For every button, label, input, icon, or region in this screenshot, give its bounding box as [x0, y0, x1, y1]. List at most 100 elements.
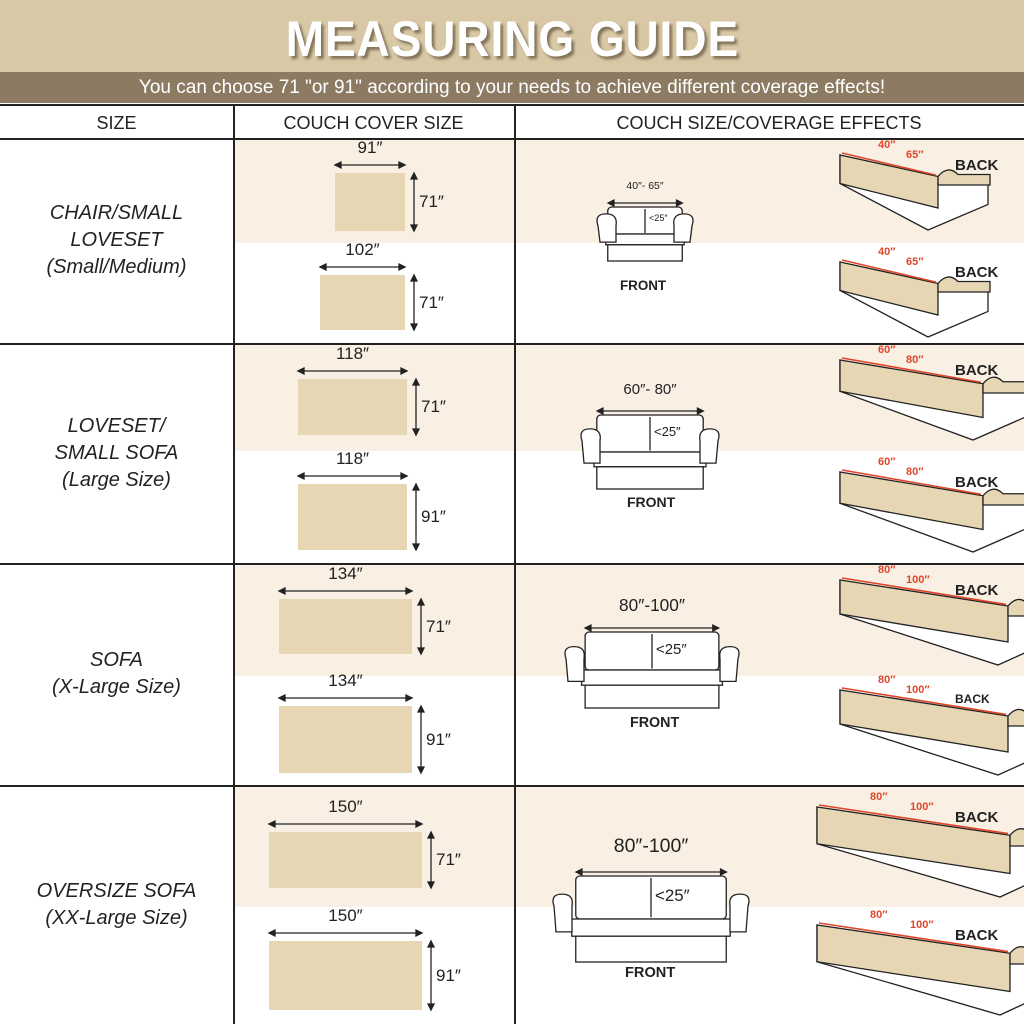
cover-width-label: 134″: [328, 671, 363, 690]
size-label-line: CHAIR/SMALL: [49, 202, 184, 224]
cover-width-label: 118″: [335, 449, 370, 468]
dimension-arrows: [277, 693, 426, 775]
couch-height-label: <25″: [655, 886, 690, 906]
back-range-label: 100″: [910, 801, 934, 813]
back-range-label: 100″: [906, 684, 930, 696]
cover-swatch: [320, 275, 405, 330]
couch-back-icon: [839, 152, 991, 231]
size-label-line: LOVESET/: [67, 414, 166, 437]
back-range-label: 80″: [878, 674, 896, 686]
back-range-label: 40″: [878, 139, 896, 151]
front-label: FRONT: [620, 278, 667, 293]
cover-height-label: 91″: [426, 729, 451, 749]
couch-height-label: <25″: [649, 213, 668, 224]
couch-width-label: 60″- 80″: [623, 381, 677, 398]
couch-width-arrow: [595, 407, 705, 415]
couch-back-icon: [839, 357, 1024, 441]
column-divider: [233, 104, 235, 1024]
back-label: BACK: [955, 927, 999, 944]
back-range-label: 40″: [878, 246, 896, 258]
row-divider: [0, 785, 1024, 787]
cover-swatch: [279, 706, 412, 773]
back-label: BACK: [955, 809, 999, 826]
size-label: CHAIR/SMALL LOVESET (Small/Medium): [0, 200, 233, 281]
couch-front-icon: [580, 414, 720, 490]
row-divider: [0, 343, 1024, 345]
size-label: LOVESET/SMALL SOFA (Large Size): [0, 413, 233, 494]
row-divider: [0, 563, 1024, 565]
dimension-arrows: [277, 586, 426, 656]
dimension-arrows: [267, 928, 436, 1012]
back-label: BACK: [955, 264, 999, 281]
page-title: MEASURING GUIDE: [285, 11, 739, 67]
cover-width-label: 134″: [328, 564, 363, 583]
row-divider: [0, 104, 1024, 106]
cover-swatch: [298, 484, 407, 550]
front-label: FRONT: [625, 965, 676, 981]
couch-back-icon: [839, 259, 991, 338]
back-range-label: 80″: [906, 354, 924, 366]
size-label-line: OVERSIZE SOFA: [36, 879, 197, 902]
size-label-line: (Small/Medium): [46, 256, 187, 278]
cover-swatch: [269, 832, 422, 888]
size-label-line: (XX-Large Size): [45, 906, 188, 929]
couch-height-label: <25″: [656, 641, 687, 659]
back-range-label: 60″: [878, 456, 896, 468]
back-label: BACK: [955, 474, 999, 491]
cover-width-label: 118″: [335, 344, 370, 363]
cover-width-label: 91″: [357, 138, 383, 157]
couch-width-arrow: [583, 624, 721, 632]
size-label-line: SOFA: [90, 649, 143, 671]
back-range-label: 100″: [910, 919, 934, 931]
back-range-label: 80″: [870, 791, 888, 803]
couch-front-icon: [564, 631, 740, 709]
couch-width-label: 80″-100″: [619, 594, 685, 615]
couch-width-label: 80″-100″: [613, 835, 689, 858]
header-banner: MEASURING GUIDE: [0, 0, 1024, 72]
back-range-label: 60″: [878, 344, 896, 356]
couch-width-arrow: [574, 868, 728, 876]
back-label: BACK: [955, 157, 999, 174]
cover-height-label: 71″: [419, 192, 444, 211]
size-label-line: SMALL SOFA: [54, 441, 179, 464]
cover-height-label: 71″: [426, 616, 451, 636]
front-label: FRONT: [627, 494, 676, 510]
couch-back-icon: [816, 804, 1024, 898]
dimension-arrows: [296, 366, 421, 437]
couch-back-icon: [839, 687, 1024, 776]
column-divider: [514, 104, 516, 1024]
back-range-label: 80″: [878, 564, 896, 576]
couch-height-label: <25″: [654, 423, 681, 439]
cover-height-label: 91″: [421, 507, 446, 526]
couch-back-icon: [839, 577, 1024, 666]
dimension-arrows: [267, 819, 436, 890]
cover-swatch: [279, 599, 412, 654]
cover-height-label: 91″: [436, 965, 461, 985]
cover-width-label: 150″: [328, 797, 363, 816]
size-label-line: (Large Size): [62, 468, 171, 491]
back-range-label: 65″: [906, 149, 924, 161]
column-header: SIZE: [96, 113, 137, 133]
row-divider: [0, 138, 1024, 140]
size-label-line: LOVESET: [70, 229, 163, 251]
dimension-arrows: [296, 471, 421, 552]
back-range-label: 100″: [906, 574, 930, 586]
cover-swatch: [298, 379, 407, 435]
back-label: BACK: [955, 582, 999, 599]
cover-height-label: 71″: [421, 397, 446, 416]
couch-back-icon: [816, 922, 1024, 1016]
back-label: BACK: [955, 692, 990, 706]
back-range-label: 80″: [906, 466, 924, 478]
cover-width-label: 102″: [345, 240, 380, 259]
couch-back-icon: [839, 469, 1024, 553]
dimension-arrows: [333, 160, 419, 233]
size-label: SOFA (X-Large Size): [0, 647, 233, 701]
cover-width-label: 150″: [328, 906, 363, 925]
subtitle: You can choose 71 "or 91" according to y…: [0, 72, 1024, 103]
cover-height-label: 71″: [436, 850, 461, 869]
size-label: OVERSIZE SOFA (XX-Large Size): [0, 878, 233, 932]
couch-front-icon: [552, 875, 750, 963]
back-range-label: 65″: [906, 256, 924, 268]
column-header: COUCH SIZE/COVERAGE EFFECTS: [616, 113, 922, 133]
couch-width-arrow: [606, 199, 684, 207]
